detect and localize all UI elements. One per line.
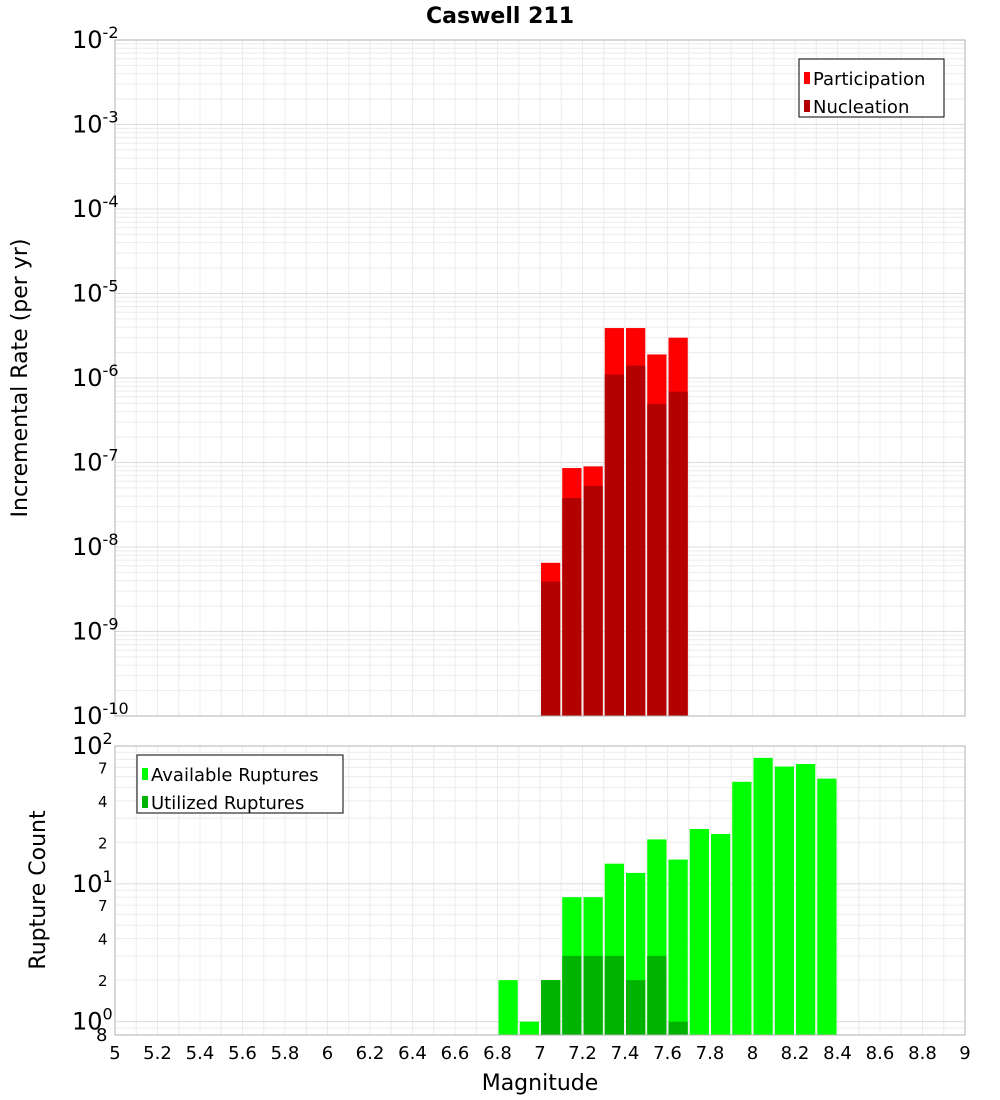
top-plot-border [114, 39, 966, 717]
bottom-y-minor-tick-label: 2 [98, 834, 108, 852]
top-y-tick-label: 10-7 [72, 446, 119, 477]
bottom-y-tick-label: 100 [72, 1005, 113, 1036]
bottom-legend-swatch [142, 796, 148, 808]
bottom-bar [541, 980, 561, 1035]
bottom-bar [626, 980, 646, 1035]
x-tick-label: 5.6 [228, 1043, 257, 1064]
top-y-tick-label: 10-6 [72, 361, 119, 392]
x-tick-label: 6.8 [483, 1043, 512, 1064]
top-bar [668, 391, 688, 716]
top-y-tick-label: 10-9 [72, 615, 119, 646]
bottom-legend-label: Available Ruptures [151, 765, 319, 786]
top-legend-swatch [804, 72, 810, 84]
top-legend-box [798, 58, 945, 118]
bottom-y-minor-tick-label: 2 [98, 972, 108, 990]
bottom-bar [689, 828, 709, 1035]
top-legend: Participation Nucleation [798, 58, 945, 118]
bottom-bars-utilized-ruptures [541, 955, 688, 1035]
bottom-y-minor-tick-label: 8 [96, 1025, 107, 1046]
x-tick-label: 6.4 [398, 1043, 427, 1064]
top-legend-label: Participation [813, 69, 925, 90]
bottom-bar [668, 859, 688, 1035]
bottom-bar [668, 1021, 688, 1035]
bottom-legend: Available Ruptures Utilized Ruptures [136, 754, 344, 814]
bottom-bar [647, 955, 667, 1035]
bottom-bar [817, 778, 837, 1035]
bottom-y-axis-label: Rupture Count [26, 810, 51, 970]
bottom-y-minor-tick-label: 4 [98, 793, 108, 811]
top-legend-swatch [804, 100, 810, 112]
x-tick-label: 5.4 [186, 1043, 215, 1064]
top-bar [583, 485, 603, 716]
x-tick-label: 8.4 [823, 1043, 852, 1064]
bottom-legend-swatch [142, 768, 148, 780]
bottom-plot-border [114, 745, 966, 1036]
top-bar [541, 581, 561, 716]
bottom-bar [774, 766, 794, 1035]
x-axis-label: Magnitude [482, 1071, 599, 1096]
top-y-tick-label: 10-2 [72, 23, 119, 54]
top-bars-nucleation [541, 365, 688, 716]
top-bar [604, 374, 624, 716]
bottom-y-tick-label: 102 [72, 729, 113, 760]
bottom-bar [519, 1021, 539, 1035]
x-tick-label: 6 [322, 1043, 333, 1064]
x-tick-label: 7.6 [653, 1043, 682, 1064]
bottom-y-tick-label: 101 [72, 867, 113, 898]
bottom-bar [604, 955, 624, 1035]
top-grid [114, 39, 966, 717]
top-y-tick-label: 10-5 [72, 277, 119, 308]
x-tick-label: 8.2 [781, 1043, 810, 1064]
x-tick-label: 7.4 [611, 1043, 640, 1064]
top-bar [626, 365, 646, 716]
bottom-y-minor-tick-label: 7 [98, 759, 108, 777]
x-tick-label: 5.2 [143, 1043, 172, 1064]
x-tick-label: 8.8 [908, 1043, 937, 1064]
x-tick-label: 7.8 [696, 1043, 725, 1064]
bottom-bar [753, 757, 773, 1035]
x-tick-label: 9 [959, 1043, 970, 1064]
bottom-bar [583, 955, 603, 1035]
bottom-y-minor-tick-label: 7 [98, 897, 108, 915]
bottom-bar [796, 764, 816, 1035]
top-legend-label: Nucleation [813, 97, 909, 118]
top-y-tick-label: 10-10 [72, 699, 129, 730]
bottom-legend-label: Utilized Ruptures [151, 793, 304, 814]
top-y-tick-label: 10-8 [72, 530, 119, 561]
bottom-bar [732, 781, 752, 1035]
top-bar [647, 404, 667, 716]
bottom-bar [498, 980, 518, 1035]
x-tick-label: 5.8 [271, 1043, 300, 1064]
chart-title: Caswell 211 [426, 4, 574, 29]
bottom-bar [562, 955, 582, 1035]
x-tick-label: 5 [109, 1043, 120, 1064]
top-y-tick-label: 10-3 [72, 108, 119, 139]
x-tick-label: 6.2 [356, 1043, 385, 1064]
x-tick-label: 8.6 [866, 1043, 895, 1064]
x-tick-label: 8 [747, 1043, 758, 1064]
top-bar [562, 498, 582, 716]
x-tick-label: 7 [534, 1043, 545, 1064]
bottom-legend-box [136, 754, 344, 814]
top-y-axis-label: Incremental Rate (per yr) [8, 239, 33, 518]
bottom-y-minor-tick-label: 4 [98, 931, 108, 949]
bottom-bar [711, 833, 731, 1035]
x-tick-label: 7.2 [568, 1043, 597, 1064]
top-y-tick-label: 10-4 [72, 192, 119, 223]
x-tick-label: 6.6 [441, 1043, 470, 1064]
